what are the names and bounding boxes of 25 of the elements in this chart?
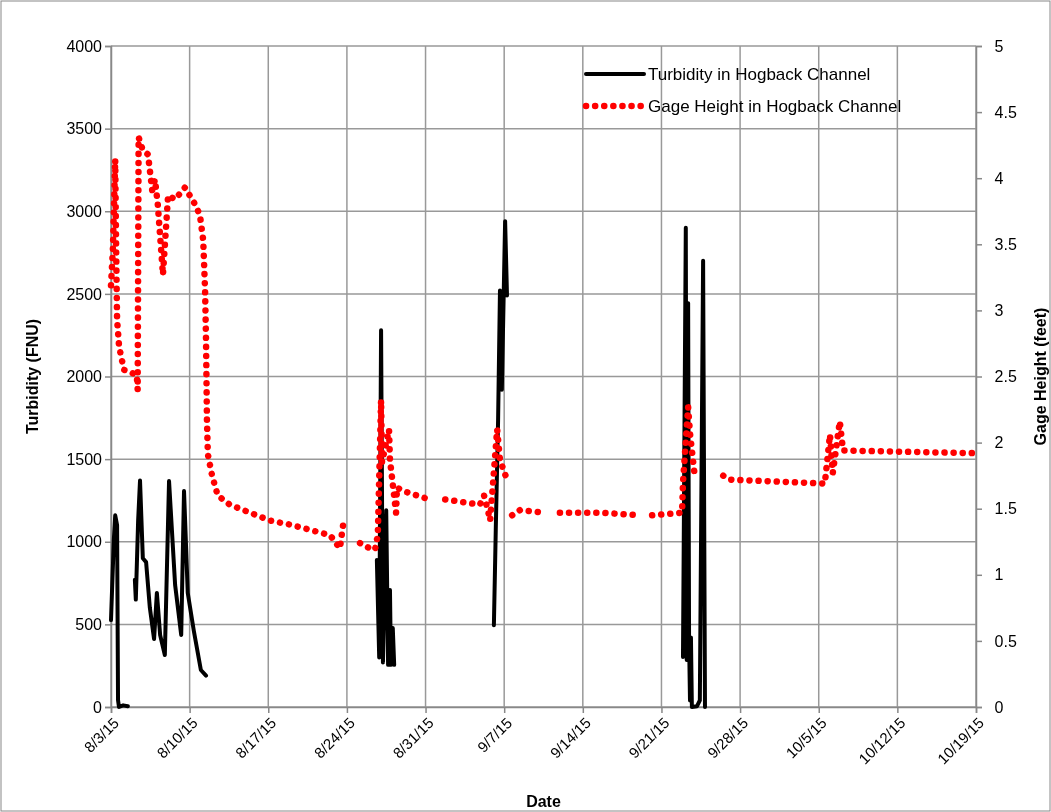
y2-tick-label: 1.5 — [994, 500, 1017, 518]
legend-label: Gage Height in Hogback Channel — [648, 97, 902, 116]
y2-tick-label: 0.5 — [994, 632, 1017, 650]
y2-tick-label: 2 — [994, 434, 1004, 452]
y2-tick-label: 3 — [994, 302, 1004, 320]
x-axis-title: Date — [526, 793, 561, 810]
y2-tick-label: 2.5 — [994, 368, 1017, 386]
y2-axis-title: Gage Height (feet) — [1032, 307, 1049, 446]
legend-label: Turbidity in Hogback Channel — [648, 65, 871, 84]
y-tick-label: 1000 — [66, 533, 103, 551]
y-tick-label: 1500 — [66, 450, 103, 468]
y-axis-title: Turbidity (FNU) — [24, 318, 41, 435]
y2-tick-label: 4.5 — [994, 103, 1017, 121]
y-tick-label: 3000 — [66, 202, 103, 220]
y2-tick-label: 1 — [994, 566, 1004, 584]
y2-tick-label: 4 — [994, 169, 1004, 187]
y-tick-label: 0 — [93, 698, 103, 716]
y-tick-label: 4000 — [66, 37, 103, 55]
y-tick-label: 2500 — [66, 285, 103, 303]
y-tick-label: 2000 — [66, 368, 103, 386]
y2-tick-label: 0 — [994, 698, 1004, 716]
y2-tick-label: 5 — [994, 37, 1004, 55]
y-tick-label: 3500 — [66, 120, 103, 138]
y-tick-label: 500 — [75, 615, 103, 633]
y2-tick-label: 3.5 — [994, 235, 1017, 253]
